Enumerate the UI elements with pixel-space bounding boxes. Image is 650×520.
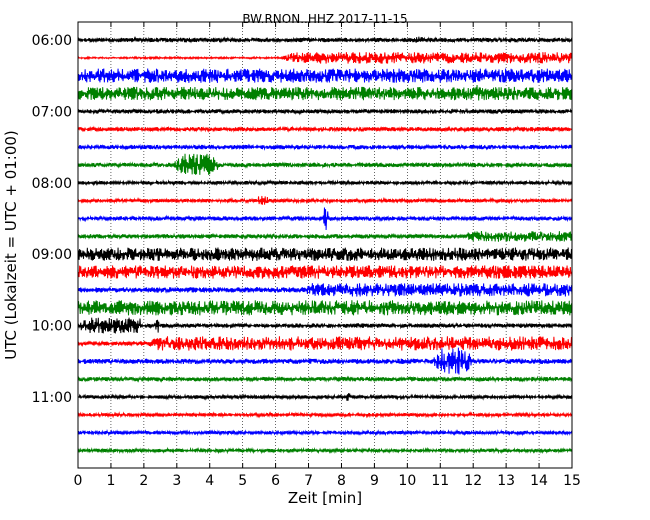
trace-1030 [77, 347, 573, 375]
x-tick-label-1: 1 [106, 473, 115, 489]
trace-0745 [77, 153, 573, 175]
trace-1115 [77, 411, 573, 419]
trace-1015 [77, 336, 573, 351]
trace-0815 [77, 195, 573, 205]
trace-1045 [77, 375, 573, 384]
trace-0915 [77, 265, 573, 279]
chart-title: BW.RNON..HHZ 2017-11-15 [242, 12, 407, 26]
traces [77, 36, 573, 455]
x-tick-label-12: 12 [464, 473, 482, 489]
x-tick-label-0: 0 [74, 473, 83, 489]
y-ticks: 06:00 07:00 08:00 09:00 10:00 11:00 [32, 33, 83, 406]
x-tick-label-14: 14 [530, 473, 548, 489]
trace-0830 [77, 207, 573, 230]
x-tick-label-9: 9 [370, 473, 379, 489]
gridlines [110, 22, 540, 468]
y-tick-label-1000: 10:00 [32, 319, 72, 335]
x-tick-label-13: 13 [497, 473, 515, 489]
x-tick-label-11: 11 [431, 473, 449, 489]
trace-0900 [77, 247, 573, 261]
trace-0800 [77, 179, 573, 187]
trace-0630 [77, 68, 573, 83]
x-tick-label-3: 3 [172, 473, 181, 489]
x-tick-label-2: 2 [139, 473, 148, 489]
x-tick-label-4: 4 [205, 473, 214, 489]
trace-0600 [77, 36, 573, 44]
trace-1130 [77, 429, 573, 437]
trace-0930 [77, 283, 573, 297]
trace-0845 [77, 230, 573, 242]
y-tick-label-1100: 11:00 [32, 390, 72, 406]
trace-1000 [77, 317, 573, 334]
trace-0715 [77, 125, 573, 133]
x-tick-label-7: 7 [304, 473, 313, 489]
trace-0945 [77, 300, 573, 316]
x-ticks: 0 1 2 3 4 5 6 7 8 9 10 11 12 13 14 15 [74, 22, 581, 489]
trace-1100 [77, 393, 573, 401]
y-axis-label: UTC (Lokalzeit = UTC + 01:00) [2, 130, 20, 360]
y-tick-label-0800: 08:00 [32, 176, 72, 192]
trace-1145 [77, 446, 573, 455]
y-tick-label-0700: 07:00 [32, 104, 72, 120]
trace-0645 [77, 84, 573, 101]
plot-frame [77, 21, 573, 469]
trace-0700 [77, 107, 573, 116]
trace-0615 [77, 52, 573, 64]
x-axis-label: Zeit [min] [288, 489, 362, 507]
x-tick-label-6: 6 [271, 473, 280, 489]
y-tick-label-0600: 06:00 [32, 33, 72, 49]
x-tick-label-5: 5 [238, 473, 247, 489]
x-tick-label-8: 8 [337, 473, 346, 489]
x-tick-label-10: 10 [398, 473, 416, 489]
y-tick-label-0900: 09:00 [32, 247, 72, 263]
trace-0730 [77, 143, 573, 151]
x-tick-label-15: 15 [563, 473, 581, 489]
